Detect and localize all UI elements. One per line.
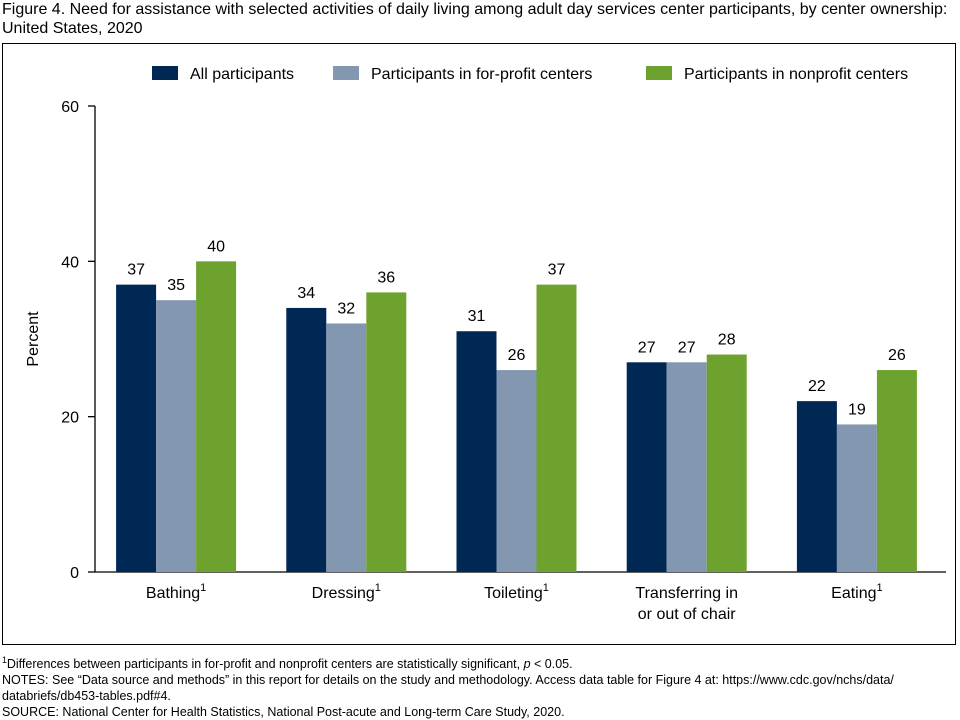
legend-swatch-nonprofit [646, 66, 672, 80]
data-label: 34 [297, 285, 315, 302]
source-line: SOURCE: National Center for Health Stati… [2, 705, 565, 719]
data-label: 37 [548, 262, 566, 279]
bar-all [456, 331, 497, 572]
data-label: 37 [127, 262, 145, 279]
data-label: 31 [468, 308, 486, 325]
legend-label-forprofit: Participants in for-profit centers [371, 66, 592, 83]
bar-forprofit [496, 370, 537, 572]
footnote-text: Differences between participants in for-… [6, 657, 524, 671]
data-label: 22 [808, 378, 826, 395]
bar-nonprofit [706, 354, 747, 572]
x-tick-label: Toileting1 [484, 582, 549, 602]
footnote: 1Differences between participants in for… [2, 654, 958, 672]
legend-label-all: All participants [190, 66, 294, 83]
data-label: 35 [167, 277, 185, 294]
data-label: 19 [848, 401, 866, 418]
legend-swatch-forprofit [333, 66, 359, 80]
bar-forprofit [666, 362, 707, 572]
bar-all [116, 284, 157, 572]
x-tick-label: Bathing1 [146, 582, 206, 602]
chart-frame [2, 43, 956, 645]
data-label: 36 [377, 269, 395, 286]
data-label: 40 [207, 238, 225, 255]
x-tick-label: Transferring in [635, 585, 738, 602]
x-tick-label-sup: 1 [200, 582, 206, 594]
x-tick-label-sup: 1 [543, 582, 549, 594]
bar-forprofit [836, 424, 877, 572]
x-tick-label: Dressing1 [312, 582, 381, 602]
notes-line-1: NOTES: See “Data source and methods” in … [2, 673, 894, 687]
bar-nonprofit [366, 292, 407, 572]
bar-forprofit [326, 323, 367, 572]
data-label: 26 [888, 347, 906, 364]
figure-notes: 1Differences between participants in for… [2, 654, 958, 720]
x-tick-label: Eating1 [831, 582, 883, 602]
bar-chart: 0 20 40 60 Percent 37 35 40 Bathing1 34 32 36 Dressi… [25, 66, 946, 623]
bar-nonprofit [196, 261, 237, 572]
bar-nonprofit [536, 284, 577, 572]
y-tick-label: 40 [61, 254, 79, 271]
bar-all [796, 401, 837, 572]
footnote-tail: < 0.05. [530, 657, 573, 671]
y-tick-label: 0 [70, 565, 79, 582]
x-tick-label-line2: or out of chair [638, 606, 737, 623]
data-label: 32 [337, 300, 355, 317]
figure-title: Figure 4. Need for assistance with selec… [2, 1, 948, 37]
data-label: 26 [508, 347, 526, 364]
bar-nonprofit [876, 370, 917, 572]
bar-all [286, 307, 327, 572]
footnote-p: p [523, 657, 531, 671]
y-tick-label: 60 [61, 99, 79, 116]
x-tick-label-sup: 1 [877, 582, 883, 594]
x-tick-label-sup: 1 [375, 582, 381, 594]
bar-all [626, 362, 667, 572]
legend-swatch-all [152, 66, 178, 80]
footnote-marker: 1 [2, 654, 7, 665]
bar-forprofit [156, 300, 197, 572]
notes-line-2: databriefs/db453-tables.pdf#4. [2, 689, 171, 703]
legend-label-nonprofit: Participants in nonprofit centers [684, 66, 908, 83]
data-label: 27 [678, 339, 696, 356]
y-tick-label: 20 [61, 410, 79, 427]
data-label: 28 [718, 332, 736, 349]
data-label: 27 [638, 339, 656, 356]
y-axis-title: Percent [25, 311, 42, 367]
